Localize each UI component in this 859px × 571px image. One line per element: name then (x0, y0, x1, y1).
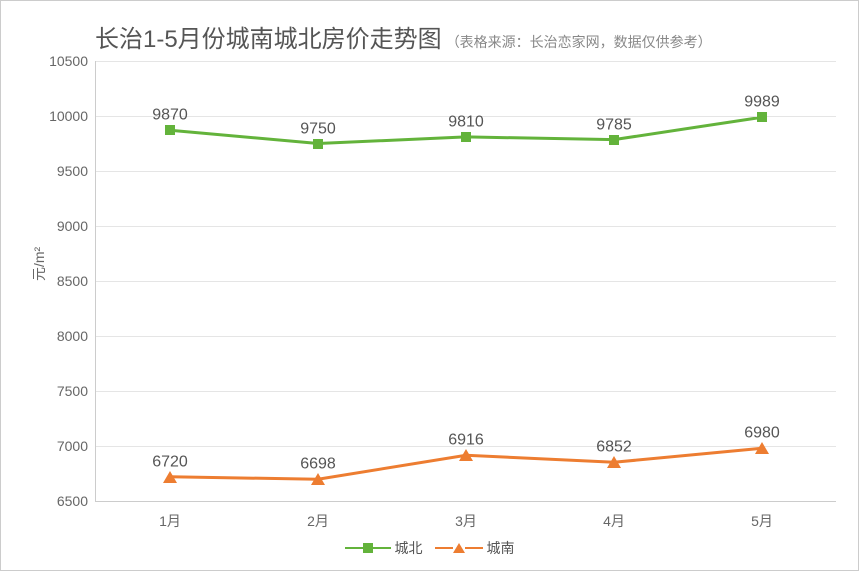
legend: 城北 城南 (345, 538, 515, 558)
x-tick-label: 5月 (751, 511, 773, 531)
square-marker-icon (165, 125, 175, 135)
legend-line-icon (373, 547, 391, 549)
data-label: 9750 (300, 120, 336, 138)
data-label: 9810 (448, 113, 484, 131)
triangle-marker-icon (755, 442, 769, 454)
data-label: 6698 (300, 456, 336, 474)
chart-title: 长治1-5月份城南城北房价走势图 (95, 19, 442, 54)
y-tick-label: 7000 (57, 438, 88, 454)
y-tick-label: 10500 (49, 53, 88, 69)
gridline (96, 391, 836, 392)
x-tick-label: 4月 (603, 511, 625, 531)
y-tick-label: 9500 (57, 163, 88, 179)
square-marker-icon (313, 139, 323, 149)
y-tick-label: 10000 (49, 108, 88, 124)
legend-square-icon (363, 543, 373, 553)
legend-label-north: 城北 (395, 538, 423, 558)
gridline (96, 226, 836, 227)
data-label: 6916 (448, 432, 484, 450)
legend-triangle-icon (453, 543, 465, 553)
square-marker-icon (461, 132, 471, 142)
title-bar: 长治1-5月份城南城北房价走势图 （表格来源：长治恋家网，数据仅供参考） (95, 19, 712, 54)
square-marker-icon (757, 112, 767, 122)
y-tick-label: 7500 (57, 383, 88, 399)
gridline (96, 336, 836, 337)
chart-subtitle: （表格来源：长治恋家网，数据仅供参考） (446, 32, 712, 52)
x-tick-label: 3月 (455, 511, 477, 531)
y-tick-label: 8000 (57, 328, 88, 344)
y-tick-label: 6500 (57, 493, 88, 509)
triangle-marker-icon (459, 449, 473, 461)
triangle-marker-icon (607, 456, 621, 468)
data-label: 9870 (152, 107, 188, 125)
y-tick-label: 8500 (57, 273, 88, 289)
legend-item-north: 城北 (345, 538, 423, 558)
data-label: 6852 (596, 439, 632, 457)
y-tick-label: 9000 (57, 218, 88, 234)
legend-item-south: 城南 (435, 538, 515, 558)
data-label: 6720 (152, 453, 188, 471)
chart-container: 长治1-5月份城南城北房价走势图 （表格来源：长治恋家网，数据仅供参考） 元/m… (0, 0, 859, 571)
square-marker-icon (609, 135, 619, 145)
x-tick-label: 2月 (307, 511, 329, 531)
y-axis-label: 元/m² (29, 247, 49, 281)
gridline (96, 171, 836, 172)
gridline (96, 61, 836, 62)
triangle-marker-icon (163, 471, 177, 483)
gridline (96, 281, 836, 282)
data-label: 9989 (744, 94, 780, 112)
legend-line-icon (465, 547, 483, 549)
legend-line-icon (345, 547, 363, 549)
x-tick-label: 1月 (159, 511, 181, 531)
triangle-marker-icon (311, 473, 325, 485)
plot-area: 650070007500800085009000950010000105001月… (95, 61, 836, 502)
data-label: 6980 (744, 425, 780, 443)
legend-line-icon (435, 547, 453, 549)
legend-label-south: 城南 (487, 538, 515, 558)
data-label: 9785 (596, 116, 632, 134)
